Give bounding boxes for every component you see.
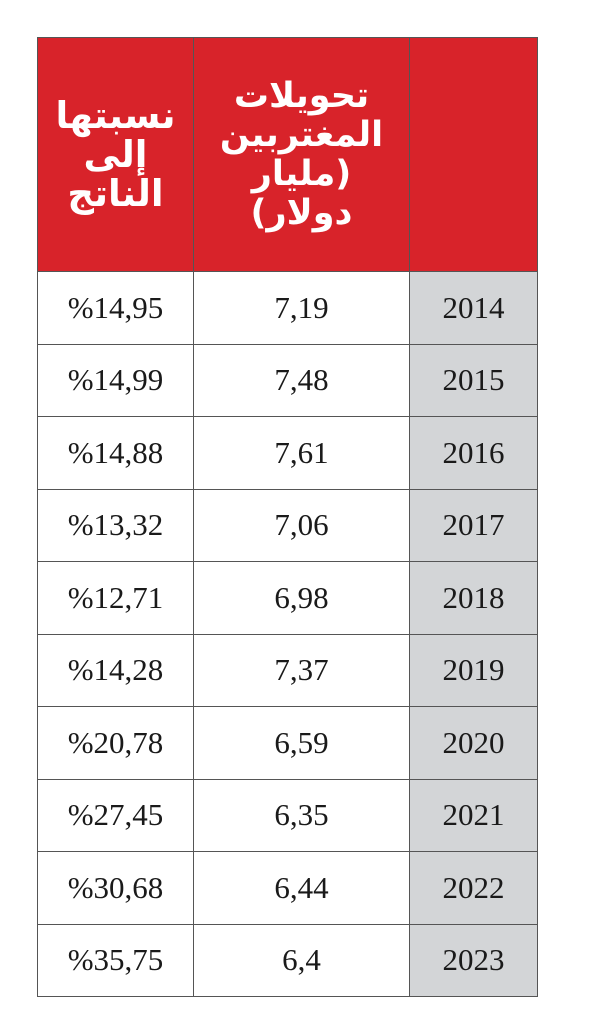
header-line: تحويلات — [233, 75, 370, 116]
cell-remittances: 6,4 — [193, 923, 410, 997]
header-line: نسبتها — [55, 94, 176, 137]
cell-remittances: 7,37 — [193, 633, 410, 707]
cell-gdp-ratio: %20,78 — [37, 706, 194, 780]
cell-gdp-ratio: %14,99 — [37, 343, 194, 417]
cell-gdp-ratio: %13,32 — [37, 488, 194, 562]
cell-year: 2019 — [409, 633, 538, 707]
table-row: %20,78 6,59 2020 — [37, 706, 538, 780]
cell-remittances: 6,59 — [193, 706, 410, 780]
table-row: %27,45 6,35 2021 — [37, 778, 538, 852]
cell-year: 2016 — [409, 416, 538, 490]
header-line: المغتربين — [219, 114, 384, 155]
table-body: %14,95 7,19 2014 %14,99 7,48 2015 %14,88… — [37, 271, 538, 997]
cell-remittances: 7,48 — [193, 343, 410, 417]
header-line: إلى — [83, 133, 148, 176]
cell-year: 2018 — [409, 561, 538, 635]
table-row: %13,32 7,06 2017 — [37, 488, 538, 562]
cell-remittances: 6,98 — [193, 561, 410, 635]
header-line: الناتج — [67, 172, 164, 215]
cell-remittances: 7,06 — [193, 488, 410, 562]
header-line: دولار) — [250, 192, 353, 233]
cell-year: 2022 — [409, 851, 538, 925]
cell-year: 2015 — [409, 343, 538, 417]
cell-gdp-ratio: %14,28 — [37, 633, 194, 707]
header-line: (مليار — [251, 153, 352, 194]
header-row: نسبتها إلى الناتج تحويلات المغتربين (ملي… — [37, 37, 538, 272]
cell-year: 2014 — [409, 271, 538, 345]
table-header: نسبتها إلى الناتج تحويلات المغتربين (ملي… — [37, 37, 538, 272]
cell-gdp-ratio: %12,71 — [37, 561, 194, 635]
cell-gdp-ratio: %35,75 — [37, 923, 194, 997]
cell-year: 2020 — [409, 706, 538, 780]
cell-remittances: 7,61 — [193, 416, 410, 490]
cell-remittances: 6,35 — [193, 778, 410, 852]
table-row: %14,28 7,37 2019 — [37, 633, 538, 707]
header-remittances: تحويلات المغتربين (مليار دولار) — [193, 37, 410, 272]
table-row: %35,75 6,4 2023 — [37, 923, 538, 997]
cell-year: 2023 — [409, 923, 538, 997]
table-row: %14,99 7,48 2015 — [37, 343, 538, 417]
cell-year: 2017 — [409, 488, 538, 562]
table-row: %12,71 6,98 2018 — [37, 561, 538, 635]
header-year — [409, 37, 538, 272]
cell-gdp-ratio: %30,68 — [37, 851, 194, 925]
cell-gdp-ratio: %14,95 — [37, 271, 194, 345]
table-row: %14,95 7,19 2014 — [37, 271, 538, 345]
table-row: %30,68 6,44 2022 — [37, 851, 538, 925]
cell-remittances: 6,44 — [193, 851, 410, 925]
cell-remittances: 7,19 — [193, 271, 410, 345]
table-row: %14,88 7,61 2016 — [37, 416, 538, 490]
cell-gdp-ratio: %27,45 — [37, 778, 194, 852]
header-gdp-ratio: نسبتها إلى الناتج — [37, 37, 194, 272]
cell-gdp-ratio: %14,88 — [37, 416, 194, 490]
remittances-table: نسبتها إلى الناتج تحويلات المغتربين (ملي… — [37, 37, 538, 997]
cell-year: 2021 — [409, 778, 538, 852]
